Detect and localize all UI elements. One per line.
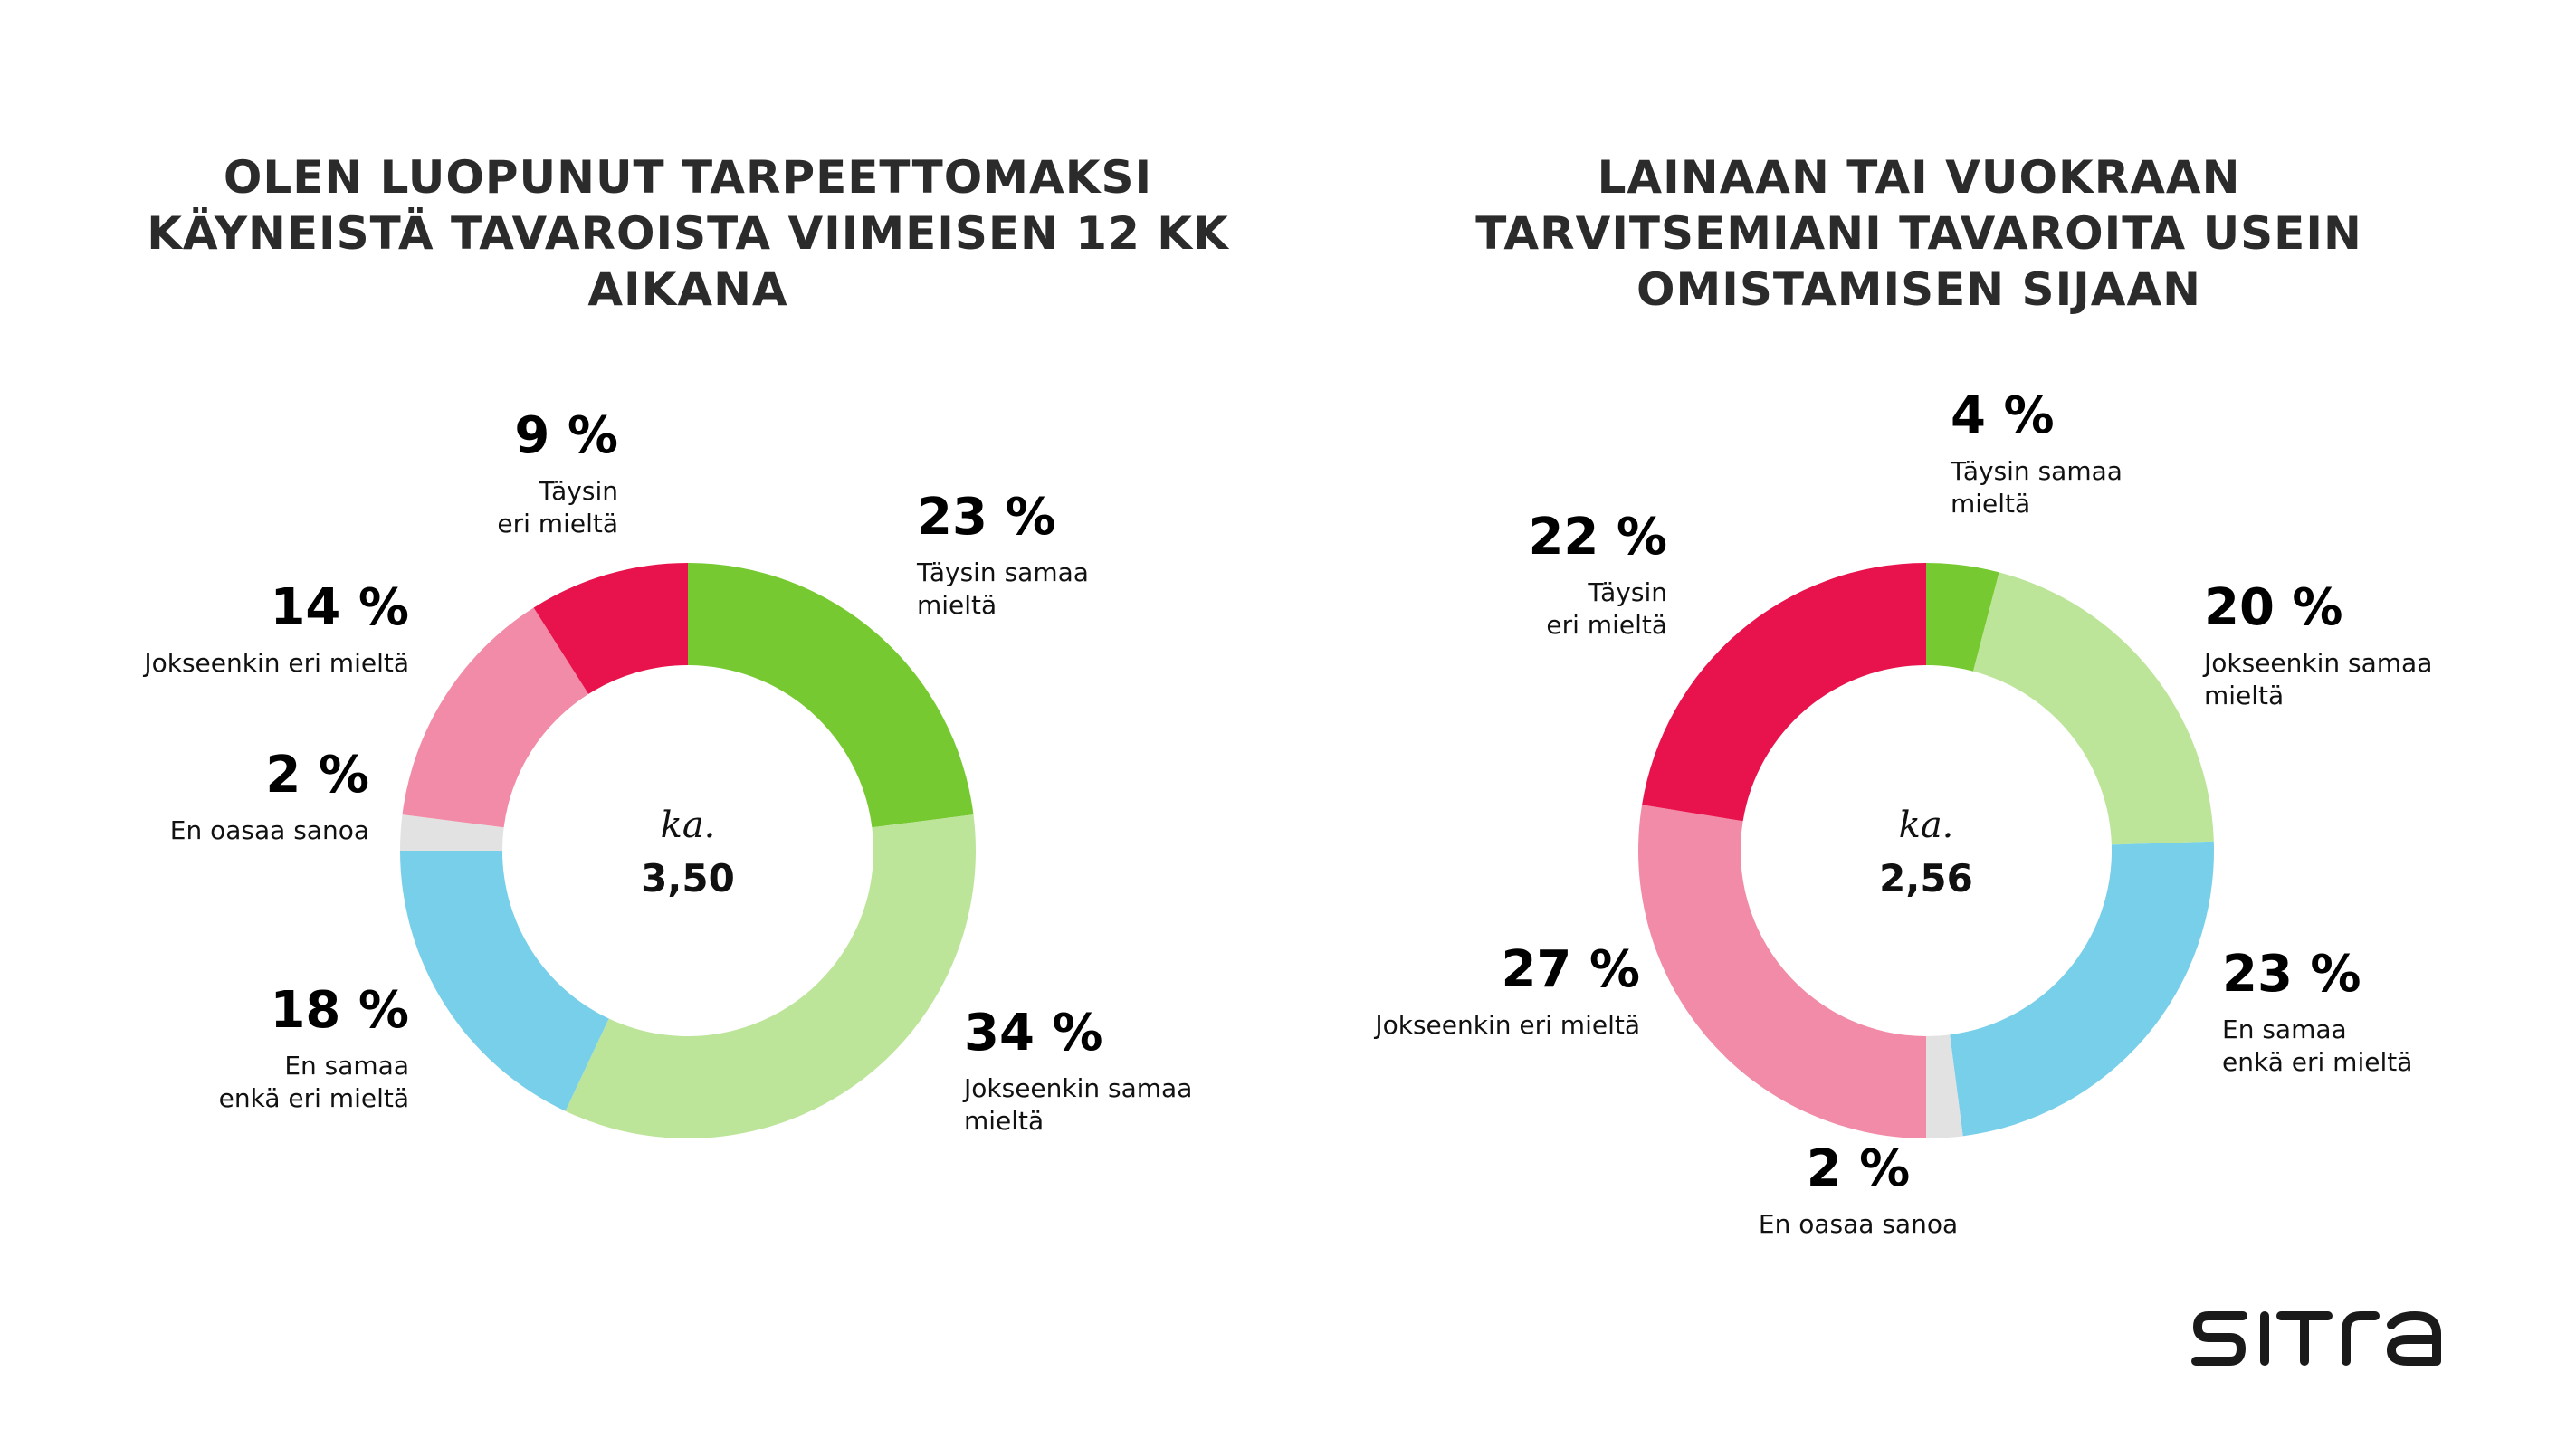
percent-label: 23 % — [917, 488, 1056, 547]
category-label: En samaa enkä eri mieltä — [2222, 1015, 2412, 1077]
category-label: Täysin samaa mieltä — [1950, 456, 2123, 519]
percent-label: 22 % — [1528, 508, 1667, 567]
chart-title-2: LAINAAN TAI VUOKRAAN TARVITSEMIANI TAVAR… — [1475, 151, 2362, 316]
percent-label: 2 % — [1807, 1139, 1911, 1198]
category-label: Täysin samaa mieltä — [916, 557, 1089, 620]
percent-label: 20 % — [2204, 578, 2343, 637]
category-label: Jokseenkin samaa mieltä — [962, 1073, 1192, 1136]
percent-label: 14 % — [270, 578, 409, 637]
average-caption: ka. — [661, 805, 716, 846]
category-label: En oasaa sanoa — [1759, 1209, 1958, 1239]
slice-en-oasaa — [1926, 1034, 1963, 1138]
category-label: En oasaa sanoa — [170, 815, 369, 845]
slice-taysin-samaa — [1926, 563, 1999, 672]
average-caption: ka. — [1899, 805, 1954, 846]
percent-label: 9 % — [514, 406, 618, 465]
percent-label: 18 % — [270, 981, 409, 1040]
percent-label: 23 % — [2222, 945, 2361, 1004]
category-label: Jokseenkin eri mieltä — [1373, 1010, 1640, 1040]
average-value: 2,56 — [1879, 856, 1973, 900]
sitra-logo — [2191, 1311, 2441, 1366]
category-label: Täysin eri mieltä — [497, 476, 618, 538]
percent-label: 34 % — [964, 1004, 1103, 1062]
percent-label: 27 % — [1501, 940, 1640, 999]
category-label: En samaa enkä eri mieltä — [219, 1051, 409, 1113]
average-value: 3,50 — [641, 856, 735, 900]
slice-taysin-eri — [533, 563, 688, 694]
slice-jokseenkin-eri — [1638, 805, 1926, 1138]
category-label: Jokseenkin eri mieltä — [142, 648, 409, 678]
percent-label: 2 % — [265, 746, 369, 805]
slice-jokseenkin-eri — [402, 607, 589, 828]
category-label: Jokseenkin samaa mieltä — [2202, 648, 2432, 710]
slice-taysin-eri — [1642, 563, 1926, 822]
category-label: Täysin eri mieltä — [1546, 577, 1667, 640]
slice-en-oasaa — [400, 814, 504, 851]
slice-jokseenkin-samaa — [1972, 572, 2214, 845]
slice-taysin-samaa — [688, 563, 974, 828]
chart-title-1: OLEN LUOPUNUT TARPEETTOMAKSI KÄYNEISTÄ T… — [147, 151, 1229, 316]
percent-label: 4 % — [1951, 386, 2055, 445]
slice-jokseenkin-samaa — [565, 814, 976, 1138]
slice-en-samaa-enka-eri — [400, 851, 609, 1111]
slice-en-samaa-enka-eri — [1950, 841, 2215, 1137]
